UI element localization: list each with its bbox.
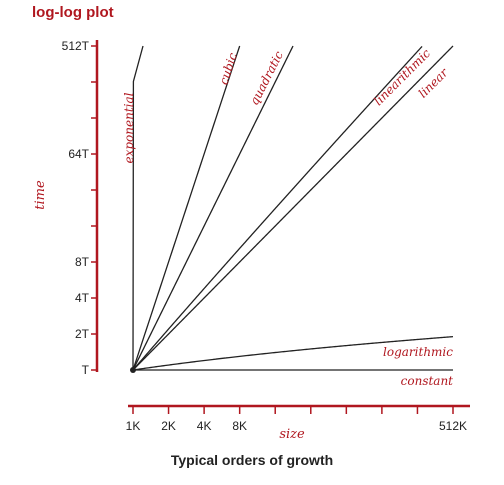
series-line-cubic — [132, 45, 241, 371]
series-label-exponential: exponential — [122, 92, 136, 163]
y-tick-label: 4T — [75, 291, 90, 305]
curves — [130, 45, 454, 373]
ticks: T 2T 4T 8T 64T 512T 1K 2K 4K 8K 512K — [62, 39, 467, 433]
series-line-linear — [132, 45, 454, 371]
x-tick-label: 2K — [161, 419, 176, 433]
y-tick-label: 64T — [68, 147, 89, 161]
series-label-cubic: cubic — [216, 51, 240, 87]
axes — [95, 40, 470, 408]
series-line-exponential — [132, 45, 144, 371]
series-line-logarithmic — [132, 336, 454, 371]
series-label-constant: constant — [401, 374, 454, 388]
x-tick-label: 1K — [126, 419, 141, 433]
log-log-chart: T 2T 4T 8T 64T 512T 1K 2K 4K 8K 512K size time const… — [33, 39, 470, 442]
y-tick-label: 512T — [62, 39, 90, 53]
series-line-linearithmic — [132, 45, 423, 371]
y-tick-label: T — [82, 363, 90, 377]
x-axis-title: size — [279, 427, 305, 442]
x-tick-label: 512K — [439, 419, 467, 433]
origin-point — [130, 367, 136, 373]
y-tick-label: 8T — [75, 255, 90, 269]
chart-title: log-log plot — [32, 4, 114, 21]
series-label-linear: linear — [416, 65, 452, 101]
y-axis-title: time — [33, 180, 48, 210]
x-tick-label: 8K — [232, 419, 247, 433]
x-tick-label: 4K — [197, 419, 212, 433]
y-tick-label: 2T — [75, 327, 90, 341]
series-line-quadratic — [132, 45, 294, 371]
series-label-logarithmic: logarithmic — [383, 345, 453, 359]
chart-caption: Typical orders of growth — [170, 452, 334, 468]
